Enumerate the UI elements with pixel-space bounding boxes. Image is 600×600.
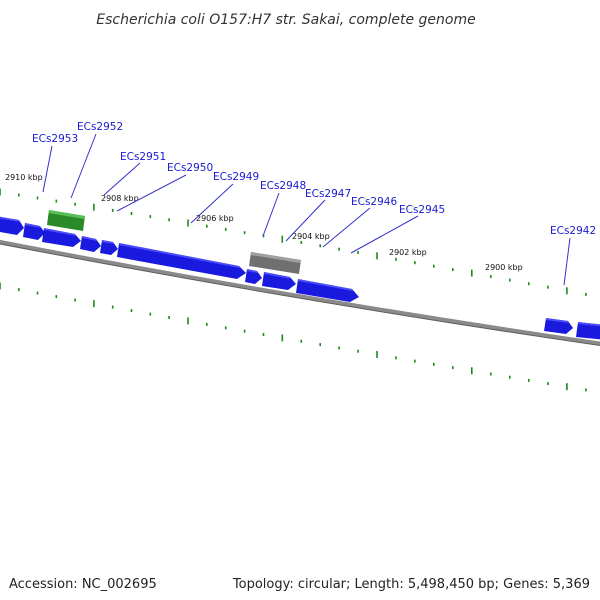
leader-ecs2951 <box>103 162 141 196</box>
gene-label-ecs2953[interactable]: ECs2953 <box>32 133 78 145</box>
scale-labels: 2910 kbp 2908 kbp 2906 kbp 2904 kbp 2902… <box>5 173 523 272</box>
gene-label-ecs2942[interactable]: ECs2942 <box>550 225 596 237</box>
genome-backbone <box>0 239 600 346</box>
leader-ecs2948 <box>262 192 280 237</box>
gene-feature-blue[interactable] <box>117 243 246 279</box>
scale-label-2904: 2904 kbp <box>292 232 330 241</box>
scale-label-2902: 2902 kbp <box>389 248 427 257</box>
gene-label-ecs2951[interactable]: ECs2951 <box>120 151 166 163</box>
gene-feature-blue[interactable] <box>42 228 81 247</box>
topology-text: Topology: circular; Length: 5,498,450 bp… <box>232 577 590 592</box>
gene-label-ecs2950[interactable]: ECs2950 <box>167 162 213 174</box>
gene-ecs2948-highlight <box>250 252 301 263</box>
scale-label-2906: 2906 kbp <box>196 214 234 223</box>
tick-ring-inner <box>0 282 587 392</box>
genome-backbone-shadow <box>0 243 600 347</box>
scale-label-2900: 2900 kbp <box>485 263 523 272</box>
gene-feature-blue[interactable] <box>576 322 600 340</box>
leader-ecs2946 <box>322 207 371 248</box>
gene-label-ecs2947[interactable]: ECs2947 <box>305 188 351 200</box>
map-title: Escherichia coli O157:H7 str. Sakai, com… <box>96 12 475 28</box>
gene-features <box>0 210 600 340</box>
gene-ecs2948-feature[interactable] <box>249 252 301 274</box>
gene-label-ecs2945[interactable]: ECs2945 <box>399 204 445 216</box>
gene-feature-blue[interactable] <box>262 272 296 290</box>
leader-ecs2942 <box>563 237 571 286</box>
scale-label-2908: 2908 kbp <box>101 194 139 203</box>
leader-ecs2945 <box>350 215 419 254</box>
scale-label-2910: 2910 kbp <box>5 173 43 182</box>
gene-ecs2952-highlight <box>48 210 85 219</box>
leader-ecs2950 <box>116 174 187 212</box>
gene-label-ecs2952[interactable]: ECs2952 <box>77 121 123 133</box>
gene-label-ecs2946[interactable]: ECs2946 <box>351 196 397 208</box>
leader-lines <box>42 133 571 286</box>
gene-label-ecs2948[interactable]: ECs2948 <box>260 180 306 192</box>
leader-ecs2952 <box>70 133 97 199</box>
gene-labels: ECs2953 ECs2952 ECs2951 ECs2950 ECs2949 … <box>32 121 596 237</box>
leader-ecs2953 <box>42 145 53 193</box>
gene-label-ecs2949[interactable]: ECs2949 <box>213 171 259 183</box>
accession-text: Accession: NC_002695 <box>9 577 157 592</box>
gene-feature-blue[interactable] <box>296 279 359 302</box>
leader-ecs2947 <box>285 199 326 242</box>
gene-highlights <box>0 216 600 327</box>
leader-ecs2949 <box>190 183 234 224</box>
